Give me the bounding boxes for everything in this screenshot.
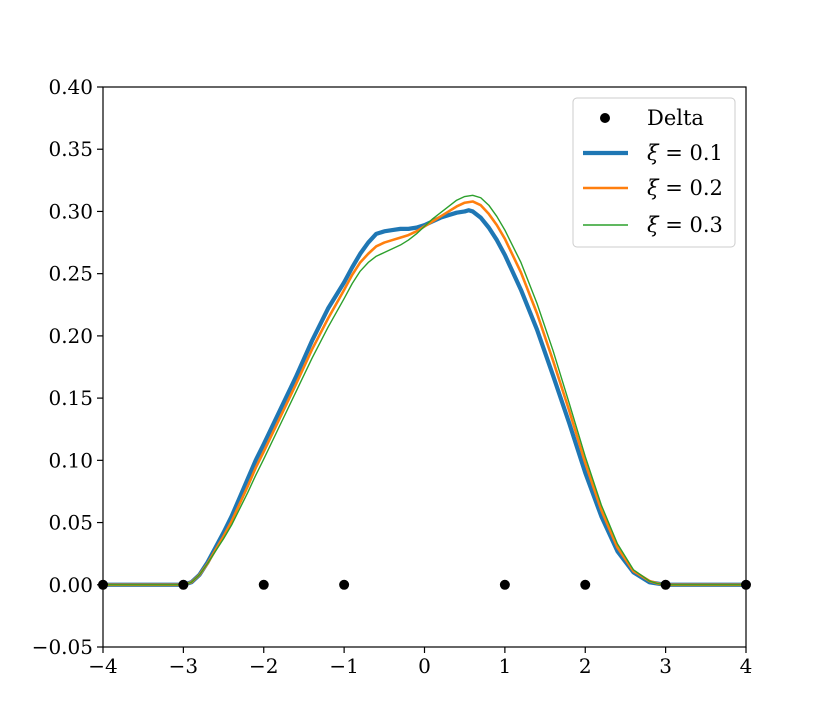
legend-value: = 0.2: [659, 176, 723, 200]
series-line-1: [100, 208, 749, 587]
series-line-3: [102, 194, 747, 586]
legend-label-1: ξ = 0.1: [647, 141, 723, 165]
y-tick-label: 0.35: [48, 137, 93, 161]
legend-label-delta: Delta: [647, 106, 704, 130]
x-tick-label: −4: [88, 654, 117, 678]
series-line-2: [101, 200, 748, 587]
x-tick-label: −1: [329, 654, 358, 678]
x-tick-label: 3: [659, 654, 672, 678]
legend-variable: ξ: [647, 141, 660, 165]
y-tick-label: 0.10: [48, 448, 93, 472]
delta-point: [178, 579, 189, 590]
y-tick-label: −0.05: [32, 635, 93, 659]
x-tick-label: 4: [740, 654, 753, 678]
x-tick-label: 0: [418, 654, 431, 678]
legend-variable: ξ: [647, 176, 660, 200]
legend-value: = 0.1: [659, 141, 723, 165]
y-tick-label: 0.30: [48, 199, 93, 223]
delta-point: [499, 579, 510, 590]
y-tick-label: 0.40: [48, 75, 93, 99]
series-layer: [100, 194, 749, 587]
x-tick-label: −2: [249, 654, 278, 678]
delta-point: [339, 579, 350, 590]
x-tick-label: 1: [499, 654, 512, 678]
delta-point: [580, 579, 591, 590]
y-tick-label: 0.05: [48, 511, 93, 535]
legend-marker-delta: [600, 113, 610, 123]
legend-value: = 0.3: [659, 213, 723, 237]
legend-label-3: ξ = 0.3: [647, 213, 723, 237]
scatter-layer: [98, 579, 751, 590]
legend-box: [572, 97, 736, 248]
y-axis: −0.05 0.00 0.05 0.10 0.15 0.20 0.25 0.30 0.35 0.4…: [32, 75, 103, 659]
delta-point: [258, 579, 269, 590]
y-tick-label: 0.20: [48, 324, 93, 348]
delta-point: [660, 579, 671, 590]
y-tick-label: 0.00: [48, 573, 93, 597]
x-tick-label: −3: [169, 654, 198, 678]
legend-label-2: ξ = 0.2: [647, 176, 723, 200]
legend-variable: ξ: [647, 213, 660, 237]
x-tick-label: 2: [579, 654, 592, 678]
y-tick-label: 0.25: [48, 262, 93, 286]
x-axis: −4 −3 −2 −1 0 1 2 3 4: [88, 647, 752, 678]
y-tick-label: 0.15: [48, 386, 93, 410]
